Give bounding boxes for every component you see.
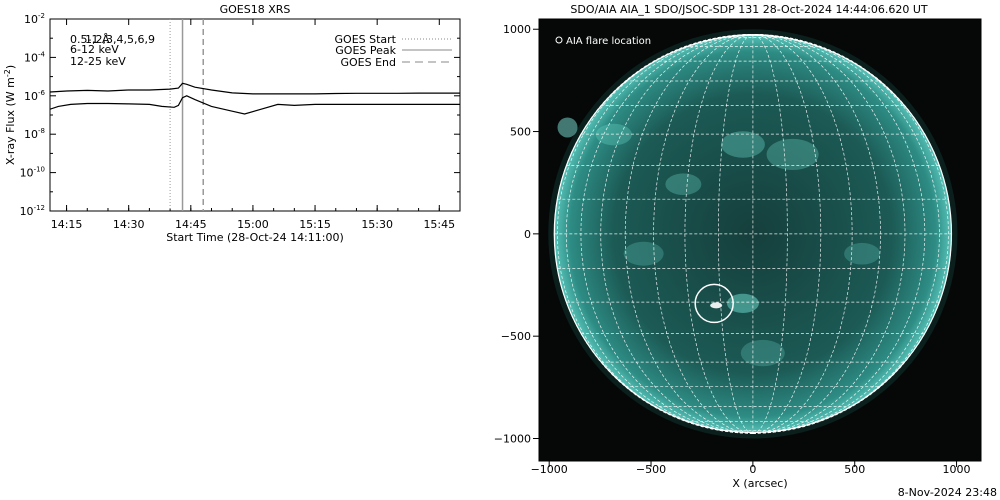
lc-title: GOES18 XRS (220, 3, 291, 16)
longitude-line (684, 33, 753, 434)
lc-x-tick-label: 15:00 (237, 218, 269, 231)
bright-region (665, 173, 702, 196)
lc-series-line-1 (50, 82, 460, 95)
aia-x-ticks: −1000 −500 0 500 1000 (531, 461, 971, 476)
bright-region (595, 123, 632, 146)
flare-kernel (710, 302, 723, 309)
longitude-line (752, 33, 788, 434)
flare-circle (694, 283, 734, 324)
active-regions (595, 123, 881, 367)
lc-x-ticks: 14:15 14:30 14:45 15:00 15:15 15:30 15:45 (51, 19, 461, 231)
lc-y-tick-exp: -12 (34, 204, 45, 212)
lc-y-tick-exp: -6 (38, 89, 46, 97)
lc-x-tick-label: 15:15 (299, 218, 331, 231)
lc-y-tick-label: 10-10 (20, 166, 45, 180)
aia-x-tick-label: 500 (844, 463, 865, 476)
lc-y-tick-base: 10 (20, 205, 34, 218)
longitude-line (752, 33, 926, 434)
lc-y-tick-exp: -10 (34, 166, 45, 174)
footer-timestamp: 8-Nov-2024 23:48 (898, 486, 997, 499)
legend-channel-2: 1,2,3,4,5,6,9 (85, 33, 155, 46)
lc-y-tick-label: 10-12 (20, 204, 45, 218)
lc-event-lines (169, 19, 204, 211)
flare-location-marker (694, 283, 734, 324)
lc-y-tick-base: 10 (24, 128, 38, 141)
bright-region (720, 131, 765, 158)
limb-brightening (557, 117, 578, 138)
lc-x-axis-label: Start Time (28-Oct-24 14:11:00) (166, 231, 344, 244)
lc-y-tick-base: 10 (24, 13, 38, 26)
solar-disk-body (554, 35, 952, 433)
lc-legend-left: 0.5-1 Å 1,2,3,4,5,6,9 6-12 keV 12-25 keV (70, 33, 155, 68)
lc-y-tick-exp: -4 (38, 50, 46, 58)
aia-title: SDO/AIA AIA_1 SDO/JSOC-SDP 131 28-Oct-20… (570, 3, 928, 16)
lc-y-tick-base: 10 (24, 51, 38, 64)
lc-y-tick-label: 10-8 (24, 127, 45, 141)
lc-y-axis-label-close: ) (4, 65, 17, 69)
longitude-line (653, 33, 753, 434)
lc-series (50, 82, 460, 115)
aia-y-tick-label: −500 (501, 330, 531, 343)
lc-x-tick-label: 15:45 (423, 218, 455, 231)
bright-region (766, 138, 819, 171)
aia-x-tick-label: 0 (749, 463, 756, 476)
lc-x-tick-label: 14:30 (113, 218, 145, 231)
lc-y-tick-label: 10-4 (24, 50, 46, 64)
aia-x-tick-label: −1000 (531, 463, 568, 476)
aia-y-tick-label: −1000 (494, 432, 531, 445)
aia-y-tick-label: 0 (524, 228, 531, 241)
longitude-line (752, 33, 822, 434)
bright-region (623, 241, 664, 266)
longitude-line (718, 33, 753, 434)
legend-12-25-kev: 12-25 keV (70, 55, 126, 68)
longitude-line (752, 33, 881, 434)
lc-x-tick-label: 14:15 (51, 218, 83, 231)
longitude-line (600, 33, 753, 434)
lc-y-tick-base: 10 (20, 167, 34, 180)
lc-y-tick-label: 10-6 (24, 89, 46, 103)
aia-y-ticks: 1000 500 0 −500 −1000 (494, 23, 539, 445)
longitude-line (752, 33, 906, 434)
legend-6-12-kev: 6-12 keV (70, 43, 119, 56)
lc-y-tick-base: 10 (24, 90, 38, 103)
bright-region (740, 339, 785, 367)
aia-x-tick-label: −500 (636, 463, 666, 476)
legend-goes-peak: GOES Peak (335, 44, 396, 57)
legend-channel-1: 0.5-1 Å (70, 33, 110, 46)
lc-legend-right: GOES Start GOES Peak GOES End (335, 33, 452, 69)
lc-x-tick-label: 15:30 (361, 218, 393, 231)
lc-y-axis-label-main: X-ray Flux (W m (4, 77, 17, 165)
aia-y-tick-label: 500 (510, 126, 531, 139)
lc-x-tick-label: 14:45 (175, 218, 207, 231)
bright-region (726, 293, 759, 313)
longitude-line (580, 33, 753, 434)
aia-axes-frame (538, 18, 982, 462)
heliographic-grid (553, 33, 953, 434)
longitude-line (624, 33, 753, 434)
legend-goes-start: GOES Start (335, 33, 397, 46)
aia-legend-marker-icon (555, 36, 563, 44)
lc-y-axis-label-sup: -2 (3, 69, 12, 77)
lc-y-tick-label: 10-2 (24, 12, 45, 26)
aia-x-axis-label: X (arcsec) (732, 477, 787, 490)
aia-solar-image-chart: SDO/AIA AIA_1 SDO/JSOC-SDP 131 28-Oct-20… (494, 3, 982, 490)
lc-y-tick-exp: -8 (38, 127, 45, 135)
lc-y-tick-exp: -2 (38, 12, 45, 20)
bright-region (844, 242, 881, 265)
longitude-line (752, 33, 853, 434)
aia-x-tick-label: 1000 (943, 463, 971, 476)
solar-limb (553, 34, 953, 434)
aia-y-tick-label: 1000 (503, 23, 531, 36)
aia-legend-label: AIA flare location (566, 36, 651, 47)
solar-disk (548, 29, 958, 439)
lc-y-axis-label: X-ray Flux (W m-2) (3, 65, 17, 165)
lc-series-line-2 (50, 95, 460, 115)
legend-goes-end: GOES End (340, 56, 396, 69)
